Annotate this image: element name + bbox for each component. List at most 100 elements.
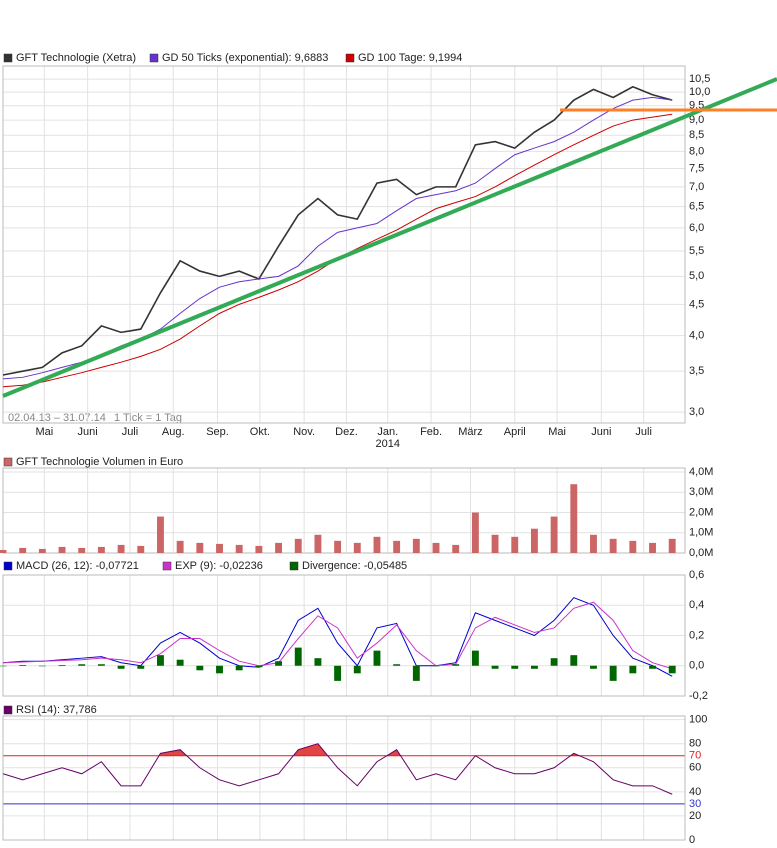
plot-frame xyxy=(2,715,686,841)
bar xyxy=(590,534,597,553)
bar xyxy=(609,665,617,681)
bar xyxy=(294,538,302,553)
bar xyxy=(255,665,263,668)
x-tick-label: Mai xyxy=(548,426,566,438)
legend-swatch xyxy=(3,53,13,63)
y-tick-label: -0,2 xyxy=(689,690,708,702)
series-line xyxy=(2,85,673,376)
legend-label: GD 50 Ticks (exponential): 9,6883 xyxy=(162,52,328,64)
bar xyxy=(550,658,558,666)
x-tick-label: Nov. xyxy=(293,426,315,438)
legend-swatch xyxy=(3,705,13,715)
bar xyxy=(353,665,361,674)
y-tick-label: 40 xyxy=(689,786,701,798)
plot-frame xyxy=(2,467,686,554)
range-label: 02.04.13 – 31.07.14 xyxy=(8,412,106,424)
bar xyxy=(157,516,164,553)
y-tick-label: 1,0M xyxy=(689,527,713,539)
tick-label: 1 Tick = 1 Tag xyxy=(114,412,182,424)
y-tick-label: 4,0M xyxy=(689,466,713,478)
y-tick-label: 5,5 xyxy=(689,245,704,257)
bar xyxy=(176,540,184,553)
x-tick-label: Mai xyxy=(35,426,53,438)
y-tick-label: 7,5 xyxy=(689,162,704,174)
y-tick-label: 20 xyxy=(689,810,701,822)
y-tick-label: 3,0 xyxy=(689,406,704,418)
bar xyxy=(353,542,361,553)
bar xyxy=(452,544,460,553)
y-tick-label: 8,0 xyxy=(689,145,704,157)
bar xyxy=(452,664,460,666)
plot-frame xyxy=(2,574,686,697)
bar xyxy=(491,665,499,669)
bar xyxy=(668,538,676,553)
bar xyxy=(668,665,676,674)
bar xyxy=(530,665,538,669)
bar xyxy=(530,528,538,553)
legend-label: GFT Technologie Volumen in Euro xyxy=(16,456,183,468)
x-tick-label: März xyxy=(458,426,482,438)
y-tick-label: 5,0 xyxy=(689,270,704,282)
bar xyxy=(176,659,184,666)
y-tick-label: 0,6 xyxy=(689,569,704,581)
legend-label: MACD (26, 12): -0,07721 xyxy=(16,560,139,572)
y-tick-label: 10,5 xyxy=(689,73,710,85)
y-tick-label: 6,0 xyxy=(689,222,704,234)
legend-swatch xyxy=(345,53,355,63)
bar xyxy=(609,538,617,553)
y-tick-label: 0 xyxy=(689,834,695,846)
plot-frame xyxy=(2,65,686,424)
x-tick-label: Aug. xyxy=(162,426,185,438)
bar xyxy=(629,665,637,674)
legend-swatch xyxy=(149,53,159,63)
bar xyxy=(235,665,243,671)
series-line xyxy=(2,743,673,795)
y-tick-label: 10,0 xyxy=(689,86,710,98)
y-tick-label: 9,0 xyxy=(689,114,704,126)
bar xyxy=(511,665,519,669)
bar xyxy=(570,484,578,553)
bar xyxy=(393,540,401,553)
y-tick-label: 100 xyxy=(689,714,707,726)
bar xyxy=(570,655,578,666)
level-label: 30 xyxy=(689,798,701,810)
x-tick-label: April xyxy=(504,426,526,438)
x-tick-label: Juni xyxy=(78,426,98,438)
bar xyxy=(38,548,46,553)
legend-label: GD 100 Tage: 9,1994 xyxy=(358,52,462,64)
bar xyxy=(412,538,420,553)
bar xyxy=(550,516,558,553)
y-tick-label: 60 xyxy=(689,762,701,774)
bar xyxy=(471,650,479,666)
y-tick-label: 3,0M xyxy=(689,486,713,498)
bar xyxy=(314,658,322,666)
bar xyxy=(58,664,66,666)
bar xyxy=(393,664,401,666)
y-tick-label: 0,0M xyxy=(689,547,713,559)
bar xyxy=(196,542,204,553)
y-tick-label: 0,4 xyxy=(689,599,704,611)
legend-label: RSI (14): 37,786 xyxy=(16,704,97,716)
y-tick-label: 6,5 xyxy=(689,200,704,212)
bar xyxy=(117,544,125,553)
y-tick-label: 7,0 xyxy=(689,181,704,193)
legend-swatch xyxy=(3,457,13,467)
level-label: 70 xyxy=(689,750,701,762)
x-tick-label: Dez. xyxy=(335,426,358,438)
y-tick-label: 0,2 xyxy=(689,629,704,641)
x-tick-label: Jan. xyxy=(377,426,398,438)
bar xyxy=(373,536,381,553)
overbought-fill xyxy=(3,743,673,756)
bar xyxy=(314,534,322,553)
trend-line xyxy=(2,77,777,398)
bar xyxy=(157,655,164,666)
bar xyxy=(0,549,7,553)
bar xyxy=(629,540,637,553)
y-tick-label: 2,0M xyxy=(689,506,713,518)
x-tick-label: Juli xyxy=(122,426,139,438)
bar xyxy=(471,512,479,553)
bar xyxy=(38,665,46,667)
x-tick-label: Sep. xyxy=(206,426,229,438)
x-tick-label: Feb. xyxy=(420,426,442,438)
y-tick-label: 0,0 xyxy=(689,660,704,672)
